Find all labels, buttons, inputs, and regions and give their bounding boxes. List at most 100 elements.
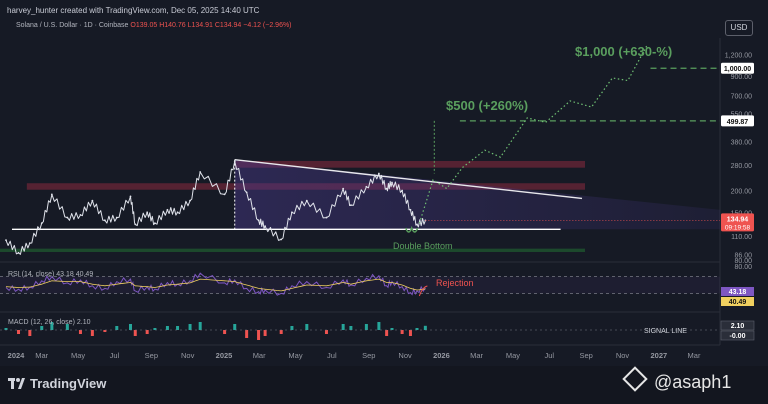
level-500-tag: 499.87 (727, 119, 749, 126)
price-point (391, 181, 393, 184)
macd-histogram-bar (40, 326, 44, 330)
tradingview-logo[interactable]: TradingView (8, 376, 106, 391)
macd-histogram-bar (115, 326, 119, 330)
price-point (349, 204, 352, 206)
x-tick-label: Sep (145, 351, 158, 360)
tradingview-brand: TradingView (30, 376, 107, 391)
price-point (280, 238, 283, 241)
macd-histogram-bar (324, 330, 328, 334)
price-point (91, 199, 94, 202)
price-point (291, 211, 293, 214)
double-bottom-w-icon (404, 225, 419, 233)
price-point (17, 251, 20, 254)
x-tick-label: 2027 (651, 351, 668, 360)
x-tick-label: May (71, 351, 85, 360)
ohlc-values: O139.05 H140.76 L134.91 C134.94 −4.12 (−… (130, 22, 292, 29)
price-point (154, 222, 156, 225)
level-1000-tag-bg (721, 62, 754, 74)
price-point (409, 208, 412, 211)
y-tick-label: 550.00 (731, 112, 753, 119)
rsi-band (0, 276, 720, 294)
y-tick-label: 280.00 (731, 163, 753, 170)
price-point (129, 195, 132, 198)
x-tick-label: 2025 (216, 351, 233, 360)
descending-trendline (234, 158, 583, 200)
rsi-ma-line (5, 278, 426, 292)
price-point (233, 160, 236, 163)
y-tick-label: 700.00 (731, 93, 753, 100)
symbol-ohlc-line: Solana / U.S. Dollar · 1D · Coinbase O13… (16, 22, 292, 29)
x-tick-label: Mar (688, 351, 701, 360)
macd-histogram-bar (50, 322, 54, 330)
y-tick-label: 380.00 (731, 140, 753, 147)
rsi-title: RSI (14, close) 43.18 40.49 (8, 271, 93, 278)
macd-histogram-bar (415, 328, 419, 330)
x-tick-label: Sep (580, 351, 593, 360)
triangle-fill (234, 159, 720, 230)
macd-histogram-bar (165, 326, 169, 330)
price-chart-svg[interactable]: $1,000 (+630-%) $500 (+260%) Double Bottom… (0, 0, 768, 366)
y-tick-label: 110.00 (731, 234, 752, 241)
price-point (134, 223, 137, 226)
price-point (199, 171, 202, 173)
x-tick-label: 2024 (8, 351, 26, 360)
macd-histogram-bar (233, 324, 237, 330)
price-point (264, 225, 267, 228)
macd-histogram-bar (245, 330, 249, 338)
price-point (325, 216, 328, 219)
rsi-ma-tag-bg (721, 297, 754, 306)
macd-histogram-bar (377, 322, 381, 330)
macd-histogram-bar (128, 324, 132, 330)
macd-histogram-bar (349, 326, 353, 330)
macd-histogram-bar (17, 330, 21, 334)
bar-countdown: 09:19:58 (725, 224, 751, 231)
price-point (115, 216, 118, 219)
price-point (146, 211, 149, 214)
resistance-zone (234, 160, 585, 168)
symbol-name[interactable]: Solana / U.S. Dollar · 1D · Coinbase (16, 22, 129, 29)
macd-histogram-bar (188, 324, 192, 330)
y-tick-label: 80.00 (734, 258, 752, 265)
price-point (66, 216, 69, 219)
price-point (40, 222, 43, 225)
macd-histogram-bar (341, 324, 345, 330)
target-500-label: $500 (+260%) (446, 98, 528, 113)
rsi-ma-value-tag: 40.49 (729, 299, 747, 306)
level-1000-tag: 1,000.00 (724, 66, 751, 73)
price-point (342, 187, 345, 190)
price-point (189, 199, 191, 202)
x-tick-label: Nov (181, 351, 195, 360)
currency-button[interactable]: USD (725, 20, 753, 36)
x-tick-label: May (288, 351, 302, 360)
price-point (365, 185, 368, 188)
price-point (5, 239, 7, 242)
macd-histogram-bar (423, 325, 427, 330)
x-tick-label: Jul (327, 351, 337, 360)
binance-diamond-icon (622, 366, 648, 392)
created-by-line: harvey_hunter created with TradingView.c… (7, 6, 260, 15)
current-price-tag: 134.94 (727, 216, 749, 223)
macd-value-tag: 2.10 (731, 323, 745, 330)
macd-histogram-bar (305, 324, 309, 330)
support-zone (0, 248, 585, 252)
price-point (401, 189, 404, 192)
price-point (50, 193, 53, 196)
price-point (28, 242, 31, 245)
macd-histogram-bar (145, 330, 149, 334)
macd-histogram-bar (4, 328, 8, 330)
x-tick-label: Jul (544, 351, 554, 360)
macd-histogram-bar (133, 330, 137, 336)
macd-histogram-bar (28, 330, 32, 336)
footer-bar (0, 366, 768, 404)
price-point (257, 219, 260, 222)
y-tick-label: 86.00 (734, 253, 752, 260)
author-watermark: @asaph1 (622, 366, 731, 393)
y-tick-label: 200.00 (731, 188, 753, 195)
macd-histogram-bar (408, 330, 412, 336)
macd-histogram-bar (400, 330, 404, 334)
price-point (416, 223, 418, 226)
x-tick-label: Nov (616, 351, 630, 360)
macd-histogram-bar (279, 330, 283, 334)
x-tick-label: Mar (35, 351, 48, 360)
